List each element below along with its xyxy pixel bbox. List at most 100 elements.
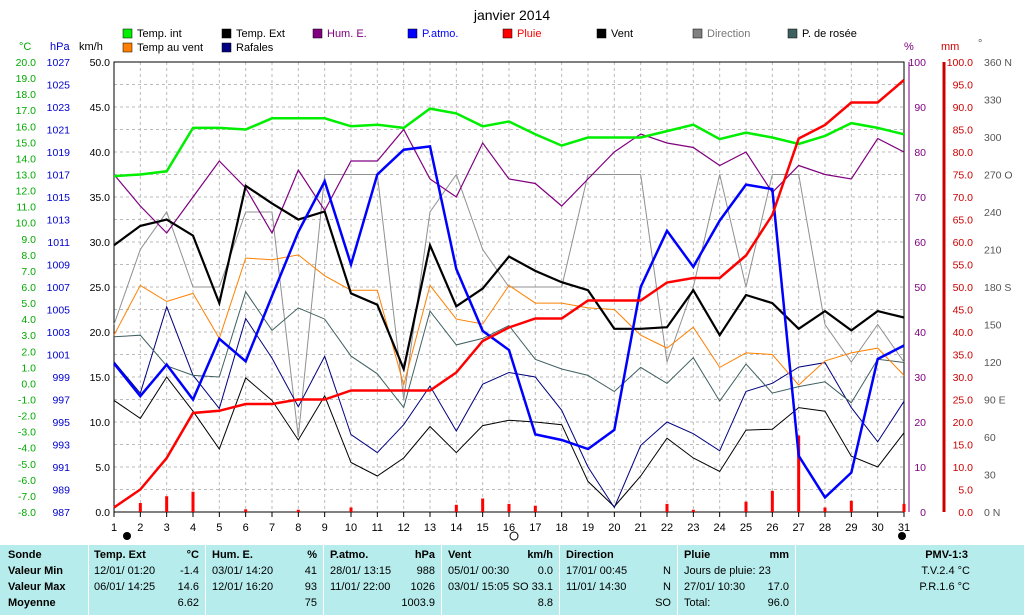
press-tick: 1015	[47, 192, 71, 204]
legend-swatch	[596, 28, 607, 39]
x-tick-label: 15	[477, 522, 489, 534]
legend-swatch	[502, 28, 513, 39]
summary-temp-ext: Temp. Ext °C 12/01/ 01:20 -1.4 06/01/ 14…	[94, 549, 199, 609]
rain-bar	[454, 504, 458, 512]
temp-tick: 16.0	[16, 121, 37, 133]
summary-direction: Direction 17/01/ 00:45 N 11/01/ 14:30 N …	[566, 549, 671, 609]
wind-tick: 10.0	[90, 417, 111, 429]
rain-bar	[770, 490, 774, 512]
x-tick-label: 27	[793, 522, 805, 534]
temp-tick: 0.0	[21, 378, 36, 390]
press-tick: 1013	[47, 215, 71, 227]
rain-bar	[296, 509, 300, 512]
temp-tick: -3.0	[18, 427, 36, 439]
rain-tick: 85.0	[953, 125, 974, 137]
rain-bar	[507, 503, 511, 512]
dir-tick: 90 E	[984, 395, 1006, 407]
rain-bar	[244, 509, 248, 512]
legend-swatch	[692, 28, 703, 39]
press-tick: 987	[52, 507, 70, 519]
rain-tick: 80.0	[953, 147, 974, 159]
dir-tick: 180 S	[984, 282, 1011, 294]
press-tick: 1003	[47, 327, 71, 339]
temp-tick: 9.0	[21, 234, 36, 246]
x-tick-label: 21	[635, 522, 647, 534]
dir-tick: 0 N	[984, 507, 1000, 519]
dir-tick: 60	[984, 432, 996, 444]
rain-bar	[902, 503, 906, 512]
rain-bar	[138, 503, 142, 512]
summary-panel: Sonde Valeur Min Valeur Max Moyenne Temp…	[0, 545, 1024, 615]
rain-tick: 20.0	[953, 417, 974, 429]
press-tick: 1011	[47, 237, 70, 249]
press-tick: 993	[52, 440, 70, 452]
temp-tick: 20.0	[16, 57, 37, 69]
x-axis: 1 2 3 4 5 6 7 8 9 10 11 12 13 14 15 16 17 18 19 20 21 22 23 24 2…	[111, 512, 910, 541]
temp-unit-label: °C	[19, 41, 31, 53]
rain-bar	[691, 509, 695, 512]
avg-label: Moyenne	[8, 597, 56, 609]
rain-tick: 25.0	[953, 395, 974, 407]
x-tick-label: 8	[295, 522, 301, 534]
rain-bar	[744, 501, 748, 512]
x-tick-label: 3	[164, 522, 170, 534]
wind-tick: 45.0	[90, 102, 111, 114]
rain-bar	[165, 496, 169, 512]
legend-label: Temp. Ext	[236, 28, 285, 40]
legend-swatch	[787, 28, 798, 39]
rain-tick: 65.0	[953, 215, 974, 227]
x-tick-label: 13	[424, 522, 436, 534]
press-tick: 999	[52, 372, 70, 384]
hum-unit-label: %	[904, 41, 914, 53]
x-tick-label: 23	[687, 522, 699, 534]
legend-swatch	[221, 28, 232, 39]
dir-tick: 330	[984, 95, 1002, 107]
temp-tick: -7.0	[18, 491, 36, 503]
press-tick: 1001	[47, 350, 71, 362]
hum-tick: 70	[914, 192, 926, 204]
dir-tick: 120	[984, 357, 1002, 369]
press-tick: 1027	[47, 57, 71, 69]
legend-label: P. de rosée	[802, 28, 857, 40]
press-tick: 995	[52, 417, 70, 429]
legend-swatch	[312, 28, 323, 39]
full-moon-icon	[509, 531, 519, 541]
rain-tick: 100.0	[947, 57, 973, 69]
temp-tick: -4.0	[18, 443, 36, 455]
new-moon-icon	[898, 532, 906, 540]
wind-tick: 25.0	[90, 282, 111, 294]
hum-tick: 90	[914, 102, 926, 114]
rain-tick: 90.0	[953, 102, 974, 114]
temp-tick: -6.0	[18, 475, 36, 487]
rain-bar	[797, 435, 801, 512]
x-tick-label: 31	[898, 522, 910, 534]
wind-tick: 30.0	[90, 237, 111, 249]
dir-tick: 150	[984, 320, 1002, 332]
min-label: Valeur Min	[8, 565, 64, 577]
summary-rain: Pluie mm Jours de pluie: 23 27/01/ 10:30…	[684, 549, 789, 609]
rain-tick: 10.0	[953, 462, 974, 474]
series-line-temp-au-vent	[113, 254, 905, 387]
temp-tick: 4.0	[21, 314, 36, 326]
temp-tick: 13.0	[16, 170, 37, 182]
temp-tick: 5.0	[21, 298, 36, 310]
temp-tick: 12.0	[16, 186, 37, 198]
x-tick-label: 29	[845, 522, 857, 534]
summary-wind: Vent km/h 05/01/ 00:30 0.0 03/01/ 15:05 …	[448, 549, 553, 609]
x-tick-label: 7	[269, 522, 275, 534]
series-line-temp-ext	[113, 183, 905, 373]
x-tick-label: 16	[503, 522, 515, 534]
axes: 20.0 19.0 18.0 17.0 16.0 15.0 14.0 13.0 12.0 11.0…	[16, 57, 1013, 519]
dir-tick: 210	[984, 245, 1002, 257]
dir-tick: 300	[984, 132, 1002, 144]
temp-tick: -2.0	[18, 411, 36, 423]
series-line-rafales	[113, 305, 905, 509]
x-tick-label: 6	[243, 522, 249, 534]
series-line-vent	[113, 376, 905, 508]
x-tick-label: 4	[190, 522, 196, 534]
dir-tick: 270 O	[984, 170, 1013, 182]
rain-bar	[481, 498, 485, 512]
temp-tick: 3.0	[21, 330, 36, 342]
rain-bar	[349, 507, 353, 512]
rain-tick: 95.0	[953, 80, 974, 92]
